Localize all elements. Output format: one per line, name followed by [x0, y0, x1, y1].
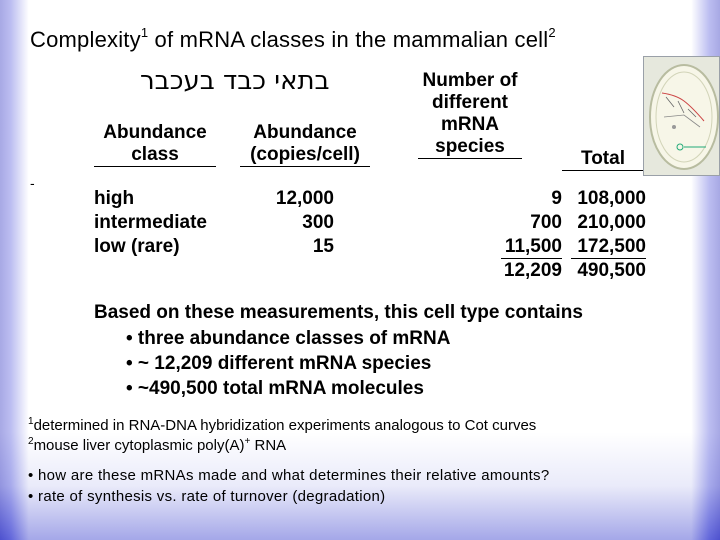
- row-species: 700: [530, 212, 562, 233]
- summary-bullet: • three abundance classes of mRNA: [126, 328, 451, 349]
- slide-title: Complexity1 of mRNA classes in the mamma…: [30, 25, 556, 52]
- stray-dash: -: [30, 175, 35, 191]
- header-mrna-species: Number of different mRNA species: [410, 70, 530, 159]
- question-1: • how are these mRNAs made and what dete…: [28, 467, 550, 484]
- cell-sketch-icon: [644, 57, 719, 175]
- sum-total: 490,500: [577, 260, 646, 281]
- row-total: 172,500: [546, 236, 646, 259]
- question-2: • rate of synthesis vs. rate of turnover…: [28, 488, 386, 505]
- row-copies: 300: [302, 212, 334, 233]
- row-copies: 15: [312, 236, 334, 257]
- row-class: intermediate: [94, 212, 207, 233]
- row-species: 9: [551, 188, 562, 209]
- header-abundance-class: Abundance class: [94, 122, 216, 167]
- sum-species: 12,209: [503, 260, 562, 281]
- row-species: 11,500: [450, 236, 562, 259]
- summary-bullet: • ~ 12,209 different mRNA species: [126, 353, 432, 374]
- row-class: low (rare): [94, 236, 180, 257]
- row-copies: 12,000: [275, 188, 334, 209]
- sketch-thumbnail-image: [643, 56, 720, 176]
- row-total: 108,000: [577, 188, 646, 209]
- summary-intro: Based on these measurements, this cell t…: [94, 302, 583, 323]
- footnote-1: 1determined in RNA-DNA hybridization exp…: [28, 416, 537, 434]
- hebrew-subtitle: בתאי כבד בעכבר: [140, 66, 330, 96]
- header-total: Total: [562, 148, 644, 171]
- summary-bullet: • ~490,500 total mRNA molecules: [126, 378, 424, 399]
- header-abundance-copies: Abundance (copies/cell): [240, 122, 370, 167]
- row-class: high: [94, 188, 135, 209]
- row-total: 210,000: [577, 212, 646, 233]
- footnote-2: 2mouse liver cytoplasmic poly(A)+ RNA: [28, 436, 287, 454]
